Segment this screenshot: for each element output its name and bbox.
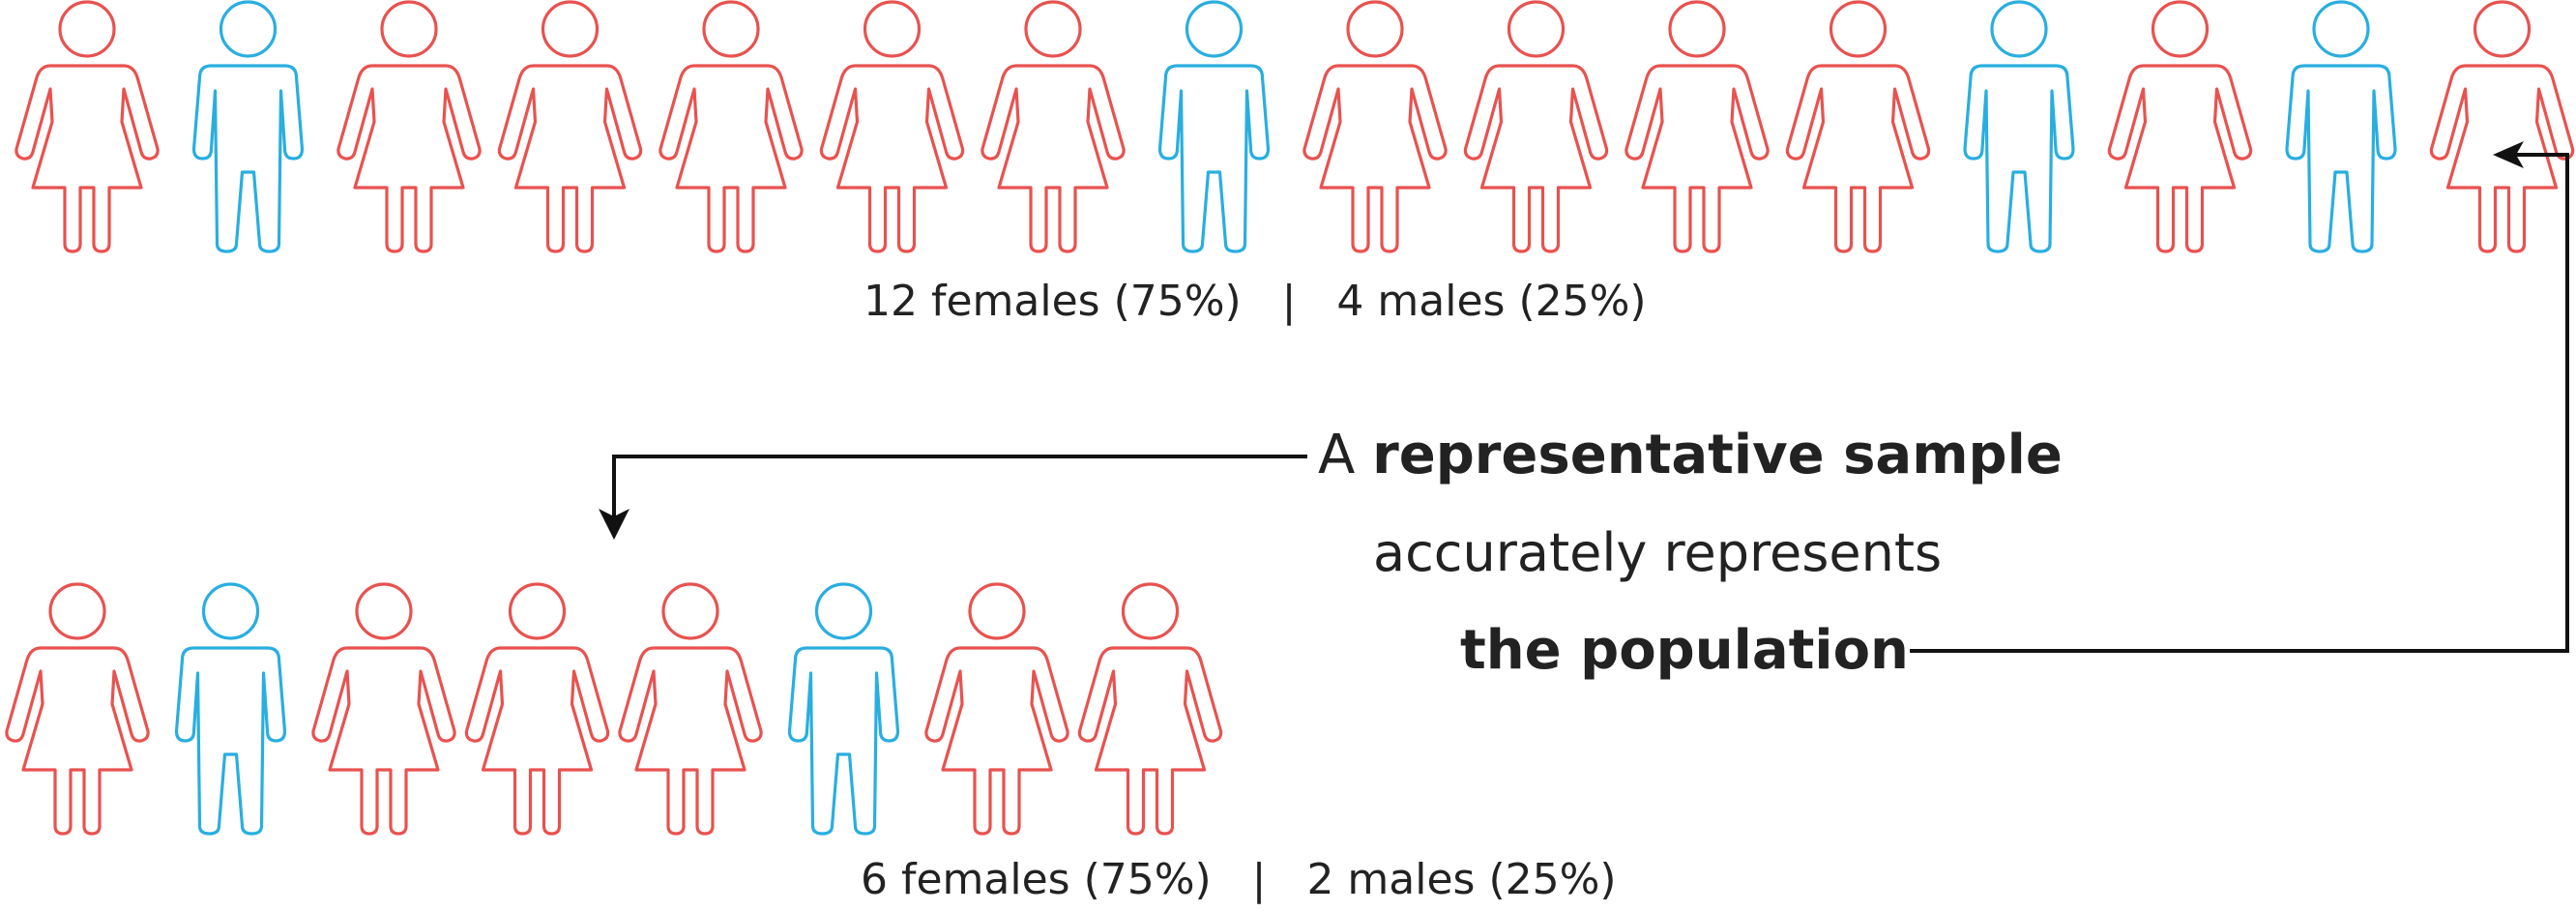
message-line-3-the-population: the population [1460,619,1909,682]
population-row [15,0,2575,253]
population-female-figure-icon [2429,0,2575,253]
sample-female-figure-icon [618,582,763,836]
sample-caption: 6 females (75%) | 2 males (25%) [861,855,1617,904]
population-female-figure-icon [497,0,643,253]
sample-male-figure-icon [787,582,900,836]
arrow-to-sample-head [599,509,629,540]
sample-female-figure-icon [1077,582,1223,836]
population-caption: 12 females (75%) | 4 males (25%) [864,277,1647,326]
sample-male-figure-icon [174,582,287,836]
population-female-figure-icon [1785,0,1931,253]
message-line-2: accurately represents [1373,522,1943,583]
message-bold-representative-sample: representative sample [1372,424,2063,486]
arrow-to-population-head [2493,141,2524,168]
population-female-figure-icon [1463,0,1609,253]
population-female-figure-icon [1625,0,1770,253]
message-line-1: A representative sample [1318,428,2063,483]
population-male-figure-icon [1963,0,2075,253]
arrow-to-population-line [1910,153,2569,653]
population-female-figure-icon [2107,0,2253,253]
sample-female-figure-icon [311,582,456,836]
population-female-figure-icon [659,0,804,253]
population-female-figure-icon [337,0,482,253]
sample-female-figure-icon [5,582,150,836]
arrow-to-sample-line [612,455,1307,522]
sample-row [5,582,1223,836]
population-female-figure-icon [1303,0,1448,253]
population-male-figure-icon [1157,0,1271,253]
population-female-figure-icon [981,0,1126,253]
population-male-figure-icon [2285,0,2397,253]
message-prefix: A [1318,424,1373,486]
population-female-figure-icon [15,0,160,253]
population-male-figure-icon [191,0,305,253]
sample-female-figure-icon [924,582,1069,836]
arrows [599,141,2569,653]
sample-female-figure-icon [464,582,610,836]
population-female-figure-icon [819,0,965,253]
